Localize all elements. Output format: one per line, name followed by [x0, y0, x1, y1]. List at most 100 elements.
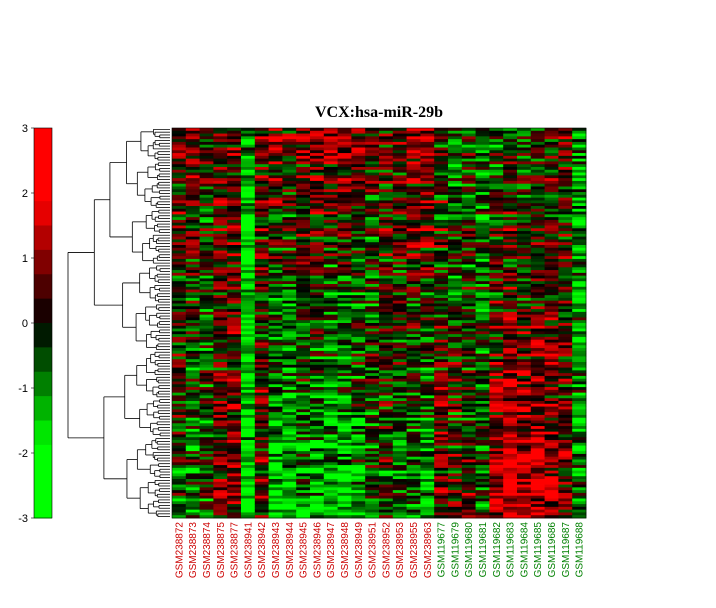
- heatmap-cell: [558, 462, 573, 466]
- heatmap-cell: [544, 431, 559, 435]
- heatmap-cell: [268, 158, 283, 162]
- heatmap-cell: [530, 370, 545, 374]
- heatmap-cell: [434, 214, 449, 218]
- heatmap-cell: [241, 476, 256, 480]
- heatmap-cell: [323, 155, 338, 160]
- heatmap-cell: [558, 258, 573, 263]
- heatmap-cell: [185, 153, 200, 157]
- heatmap-cell: [434, 387, 449, 391]
- heatmap-cell: [199, 362, 214, 366]
- heatmap-cell: [241, 278, 256, 282]
- heatmap-cell: [323, 353, 338, 357]
- heatmap-cell: [406, 509, 421, 513]
- heatmap-cell: [489, 256, 504, 260]
- heatmap-cell: [448, 426, 463, 430]
- heatmap-cell: [461, 228, 476, 232]
- heatmap-cell: [268, 139, 283, 143]
- heatmap-cell: [420, 350, 435, 355]
- heatmap-cell: [379, 451, 394, 455]
- heatmap-cell: [185, 155, 200, 160]
- heatmap-cell: [475, 153, 490, 157]
- heatmap-cell: [310, 336, 325, 341]
- heatmap-cell: [406, 175, 421, 179]
- heatmap-cell: [379, 153, 394, 157]
- heatmap-cell: [282, 448, 297, 452]
- heatmap-cell: [310, 512, 325, 516]
- heatmap-cell: [323, 476, 338, 480]
- heatmap-cell: [461, 192, 476, 196]
- heatmap-cell: [461, 381, 476, 385]
- heatmap-cell: [544, 395, 559, 399]
- heatmap-cell: [296, 423, 311, 427]
- heatmap-cell: [572, 317, 587, 321]
- heatmap-cell: [241, 284, 256, 288]
- heatmap-cell: [282, 373, 297, 377]
- heatmap-cell: [323, 384, 338, 388]
- heatmap-cell: [489, 284, 504, 288]
- heatmap-cell: [227, 141, 242, 146]
- heatmap-cell: [282, 353, 297, 357]
- heatmap-cell: [572, 178, 587, 182]
- heatmap-cell: [379, 239, 394, 243]
- heatmap-cell: [310, 281, 325, 285]
- heatmap-cell: [420, 286, 435, 290]
- heatmap-cell: [282, 155, 297, 160]
- sample-label: GSM119679: [450, 522, 461, 578]
- heatmap-cell: [365, 434, 380, 438]
- heatmap-cell: [213, 136, 228, 140]
- heatmap-cell: [379, 164, 394, 168]
- heatmap-cell: [434, 342, 449, 346]
- heatmap-cell: [530, 284, 545, 288]
- heatmap-cell: [296, 320, 311, 324]
- heatmap-cell: [213, 264, 228, 268]
- heatmap-cell: [489, 309, 504, 313]
- heatmap-cell: [475, 295, 490, 299]
- heatmap-cell: [379, 417, 394, 421]
- heatmap-cell: [434, 172, 449, 176]
- heatmap-cell: [434, 375, 449, 380]
- heatmap-cell: [489, 448, 504, 452]
- heatmap-cell: [254, 459, 269, 463]
- heatmap-cell: [282, 309, 297, 313]
- heatmap-cell: [544, 440, 559, 444]
- heatmap-cell: [558, 245, 573, 249]
- heatmap-cell: [544, 208, 559, 212]
- heatmap-cell: [392, 133, 407, 137]
- heatmap-cell: [461, 295, 476, 299]
- heatmap-cell: [296, 245, 311, 249]
- heatmap-cell: [544, 150, 559, 154]
- heatmap-cell: [544, 242, 559, 246]
- heatmap-cell: [544, 194, 559, 199]
- heatmap-cell: [475, 136, 490, 140]
- heatmap-cell: [172, 264, 187, 268]
- heatmap-cell: [489, 239, 504, 243]
- heatmap-cell: [323, 367, 338, 371]
- heatmap-cell: [172, 395, 187, 399]
- heatmap-cell: [282, 342, 297, 346]
- heatmap-cell: [172, 467, 187, 472]
- heatmap-cell: [172, 462, 187, 466]
- heatmap-cell: [337, 161, 352, 165]
- heatmap-cell: [365, 231, 380, 235]
- heatmap-cell: [351, 487, 366, 491]
- heatmap-cell: [503, 253, 518, 257]
- colorbar-band: [34, 323, 52, 348]
- heatmap-cell: [172, 194, 187, 199]
- heatmap-cell: [365, 141, 380, 146]
- heatmap-cell: [296, 297, 311, 302]
- heatmap-cell: [420, 442, 435, 446]
- heatmap-cell: [172, 295, 187, 299]
- heatmap-cell: [310, 448, 325, 452]
- heatmap-cell: [475, 175, 490, 179]
- heatmap-cell: [448, 192, 463, 196]
- heatmap-cell: [558, 300, 573, 304]
- heatmap-cell: [310, 501, 325, 505]
- heatmap-cell: [420, 495, 435, 499]
- heatmap-cell: [544, 267, 559, 271]
- heatmap-cell: [365, 130, 380, 134]
- heatmap-cell: [323, 448, 338, 452]
- heatmap-cell: [448, 295, 463, 299]
- heatmap-cell: [310, 225, 325, 229]
- heatmap-cell: [503, 395, 518, 399]
- heatmap-cell: [420, 158, 435, 162]
